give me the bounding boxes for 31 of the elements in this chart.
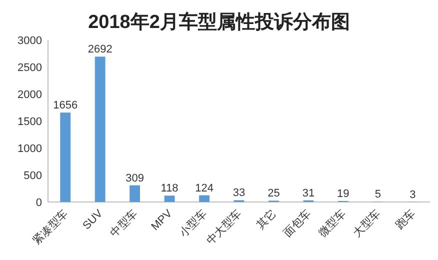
x-tick-label: 紧凑型车 [30,206,70,248]
y-tick-label: 2500 [18,62,42,74]
data-label: 118 [160,182,178,195]
data-label: 25 [268,188,280,200]
x-tick-label: 跑车 [393,206,418,232]
y-tick-label: 500 [24,170,42,182]
data-label: 5 [374,188,381,201]
bar [130,185,140,202]
data-label: 2692 [88,44,112,56]
data-label: 124 [195,182,214,194]
data-label: 31 [302,187,315,200]
bar [164,196,175,202]
data-label: 1656 [53,100,78,112]
bar [60,112,71,202]
data-label: 309 [126,172,144,184]
y-tick-label: 1500 [18,116,42,128]
x-tick-label: 大型车 [350,206,384,240]
y-tick-label: 1000 [18,143,42,155]
data-label: 19 [337,188,350,200]
chart-title: 2018年2月车型属性投诉分布图 [88,11,350,33]
x-tick-label: 面包车 [281,206,314,240]
y-tick-label: 0 [36,197,42,209]
bar [199,195,210,202]
x-tick-label: 其它 [254,206,279,232]
data-label: 33 [232,187,246,200]
y-tick-label: 3000 [18,35,42,47]
y-tick-label: 2000 [18,89,42,101]
x-tick-label: 中型车 [107,206,140,240]
x-tick-label: 微型车 [316,206,348,240]
data-label: 3 [410,188,416,201]
bar [94,56,106,202]
